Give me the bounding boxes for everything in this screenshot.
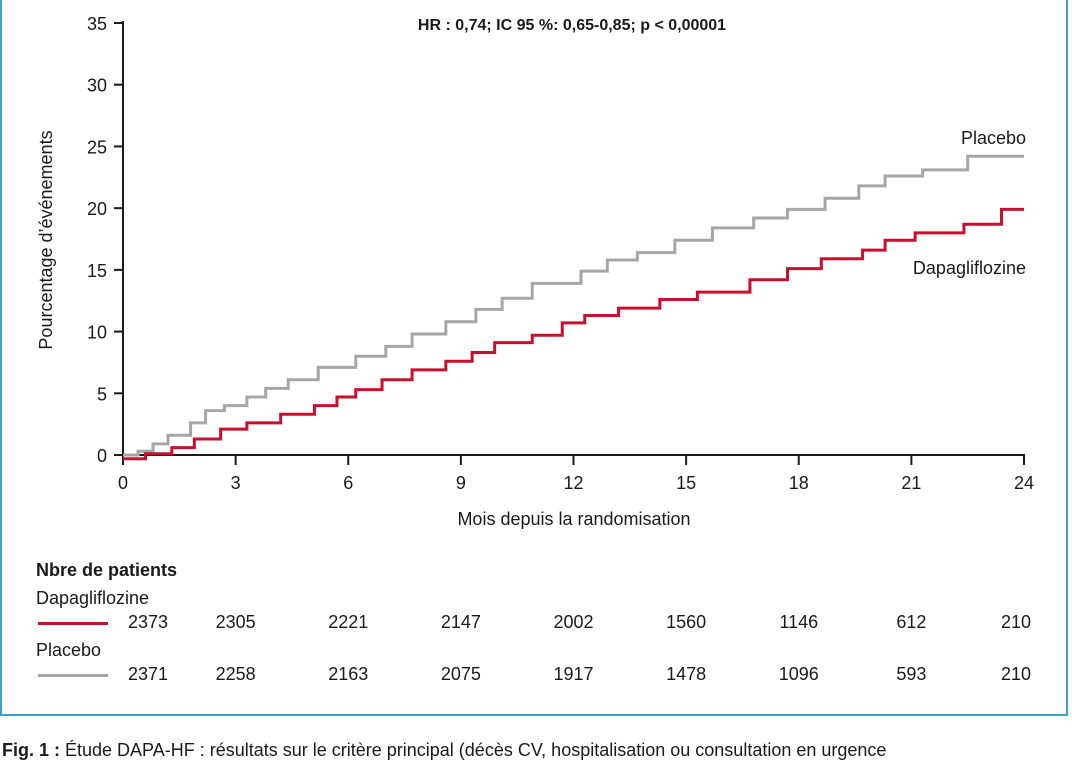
x-tick-label: 3	[231, 473, 241, 493]
y-tick-label: 20	[87, 199, 107, 219]
y-tick-label: 35	[87, 14, 107, 34]
risk-count-cell: 1478	[666, 664, 707, 684]
risk-count-cell: 2258	[215, 664, 256, 684]
y-tick-label: 10	[87, 323, 107, 343]
curve-placebo	[123, 154, 1024, 457]
y-tick-label: 15	[87, 261, 107, 281]
risk-group-name-dapagliflozine: Dapagliflozine	[36, 588, 150, 608]
risk-table-heading: Nbre de patients	[36, 560, 178, 580]
caption-label: Fig. 1 :	[2, 740, 60, 760]
x-tick-label: 12	[563, 473, 583, 493]
curve-dapagliflozine	[123, 207, 1024, 461]
risk-count-cell: 2371	[127, 664, 169, 684]
figure-caption: Fig. 1 : Étude DAPA-HF : résultats sur l…	[2, 740, 886, 761]
risk-count-cell: 2147	[440, 612, 481, 632]
series-label-dapagliflozine: Dapagliflozine	[913, 258, 1026, 278]
risk-count-cell: 2221	[328, 612, 369, 632]
risk-legend-line-placebo	[38, 674, 108, 677]
risk-count-cell: 1917	[553, 664, 594, 684]
risk-legend-line-dapagliflozine	[38, 622, 108, 625]
x-axis: 0 3 6 9 12 15 18 21 24	[118, 454, 1034, 493]
risk-count-cell: 2373	[127, 612, 169, 632]
y-tick-label: 5	[97, 384, 107, 404]
y-axis: 0 5 10 15 20 25 30 35	[87, 14, 124, 466]
figure-frame	[0, 0, 1068, 716]
risk-count-cell: 593	[896, 664, 927, 684]
x-tick-label: 15	[676, 473, 696, 493]
risk-count-cell: 210	[1000, 664, 1032, 684]
risk-count-cell: 612	[896, 612, 927, 632]
curves	[123, 154, 1024, 461]
x-axis-title: Mois depuis la randomisation	[457, 509, 690, 529]
x-tick-label: 0	[118, 473, 128, 493]
chart-title: HR : 0,74; IC 95 %: 0,65-0,85; p < 0,000…	[418, 17, 726, 34]
x-tick-label: 9	[456, 473, 466, 493]
x-tick-label: 24	[1014, 473, 1034, 493]
y-tick-label: 0	[97, 446, 107, 466]
x-tick-label: 21	[901, 473, 921, 493]
risk-group-name-placebo: Placebo	[36, 640, 102, 660]
risk-count-cell: 1146	[779, 612, 819, 632]
risk-count-cell: 1096	[778, 664, 819, 684]
x-tick-label: 6	[343, 473, 353, 493]
risk-count-cell: 1560	[666, 612, 707, 632]
series-label-placebo: Placebo	[961, 128, 1026, 148]
risk-count-cell: 2305	[215, 612, 256, 632]
x-tick-label: 18	[789, 473, 809, 493]
risk-count-cell: 2002	[553, 612, 594, 632]
y-axis-title: Pourcentage d’événements	[36, 130, 56, 349]
y-tick-label: 25	[87, 137, 107, 157]
caption-text: Étude DAPA-HF : résultats sur le critère…	[60, 740, 887, 760]
km-chart: 0 5 10 15 20 25 30 35 0 3 6 9 12 15 18 21 24 HR : 0,74;…	[36, 14, 1034, 529]
y-tick-label: 30	[87, 76, 107, 96]
risk-count-cell: 2163	[328, 664, 369, 684]
risk-count-cell: 210	[1000, 612, 1032, 632]
risk-count-cell: 2075	[440, 664, 481, 684]
